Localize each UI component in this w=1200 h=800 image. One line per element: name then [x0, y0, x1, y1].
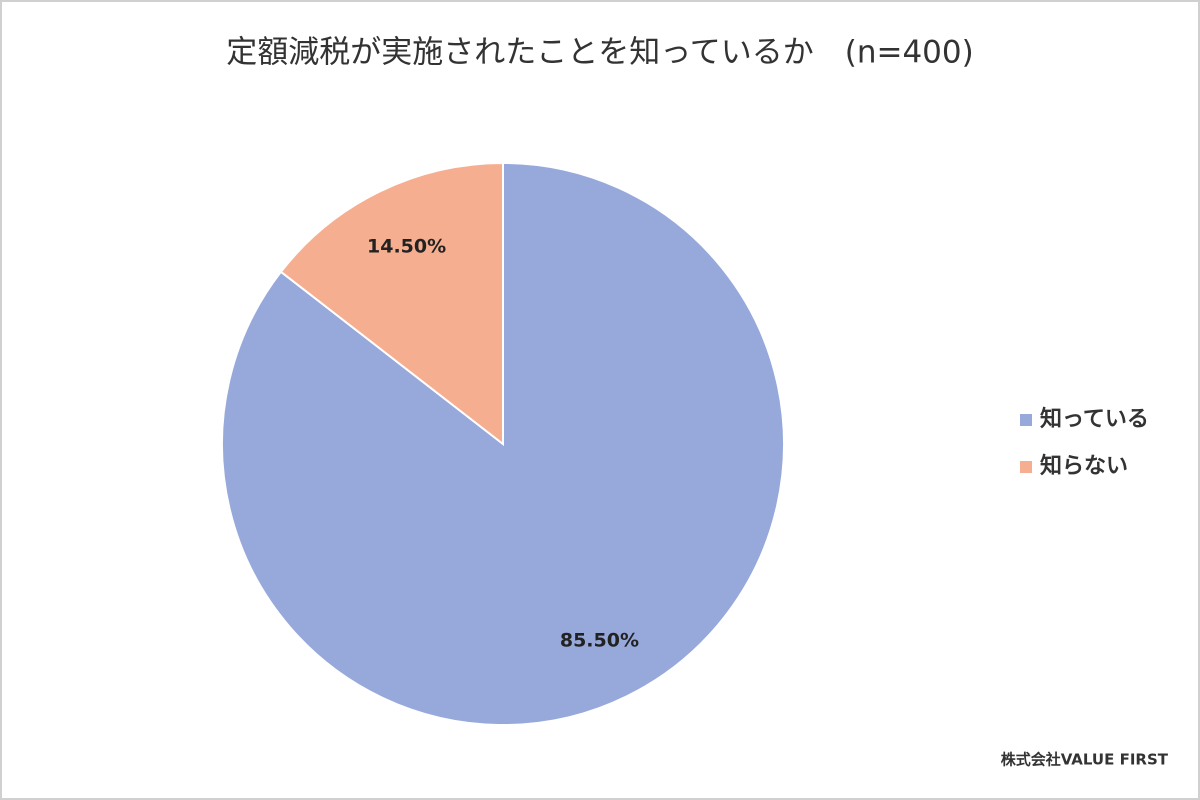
legend-label: 知っている — [1040, 406, 1149, 432]
data-label: 85.50% — [560, 629, 639, 651]
chart-title: 定額減税が実施されたことを知っているか (n=400) — [226, 35, 973, 71]
pie-slice — [279, 161, 504, 447]
data-label: 14.50% — [367, 236, 446, 258]
source: 株式会社VALUE FIRST — [1001, 751, 1169, 769]
legend-swatch — [1020, 414, 1032, 426]
legend-swatch — [1020, 461, 1032, 473]
legend-label: 知らない — [1040, 453, 1128, 479]
